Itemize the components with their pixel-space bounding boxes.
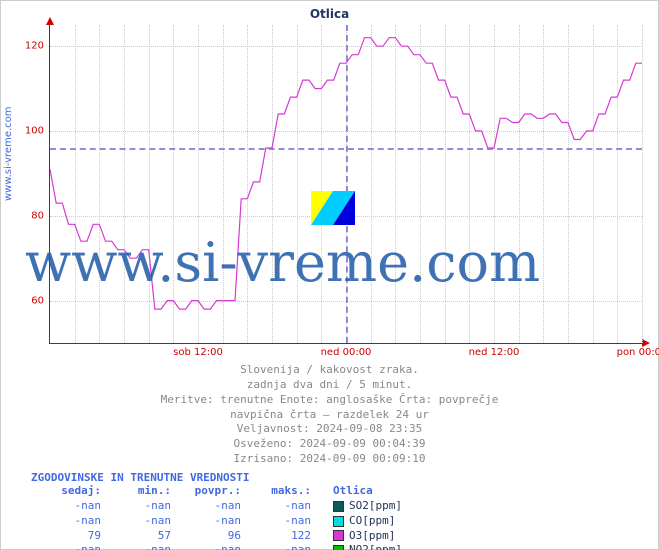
stats-table-title: ZGODOVINSKE IN TRENUTNE VREDNOSTI [31,471,402,484]
y-tick-label: 100 [25,126,44,137]
x-axis-arrow-icon [642,339,650,347]
legend-label: O3[ppm] [349,529,395,544]
caption-line: Osveženo: 2024-09-09 00:04:39 [1,437,658,452]
stats-cell: -nan [171,543,241,550]
stats-header-row: sedaj:min.:povpr.:maks.: Otlica [31,484,402,499]
legend-swatch-icon [333,501,344,512]
legend-label: NO2[ppm] [349,543,402,550]
y-tick-label: 80 [31,210,44,221]
legend-entry: SO2[ppm] [333,499,402,514]
stats-cell: -nan [31,514,101,529]
x-tick-label: ned 00:00 [321,347,372,358]
stats-header-cell: povpr.: [171,484,241,499]
stats-row: 795796122 O3[ppm] [31,529,402,544]
o3-series-line [50,25,642,343]
stats-cell: -nan [101,514,171,529]
stats-header-cell: sedaj: [31,484,101,499]
stats-cell: 96 [171,529,241,544]
stats-cell: -nan [171,499,241,514]
x-tick-label: pon 00:00 [617,347,659,358]
legend-swatch-icon [333,530,344,541]
stats-header-cell: maks.: [241,484,311,499]
stats-cell: 79 [31,529,101,544]
legend-swatch-icon [333,516,344,527]
stats-cell: -nan [31,543,101,550]
caption-line: Meritve: trenutne Enote: anglosaške Črta… [1,393,658,408]
chart-container: Otlica www.si-vreme.com 6080100120sob 12… [0,0,659,550]
stats-cell: -nan [241,514,311,529]
y-tick-label: 60 [31,295,44,306]
stats-cell: -nan [101,499,171,514]
stats-cell: 57 [101,529,171,544]
caption-line: navpična črta – razdelek 24 ur [1,408,658,423]
caption-line: Izrisano: 2024-09-09 00:09:10 [1,452,658,467]
stats-cell: -nan [31,499,101,514]
x-tick-label: sob 12:00 [173,347,223,358]
stats-cell: -nan [241,543,311,550]
x-tick-label: ned 12:00 [469,347,520,358]
legend-entry: CO[ppm] [333,514,395,529]
chart-caption: Slovenija / kakovost zraka.zadnja dva dn… [1,363,658,467]
stats-cell: -nan [171,514,241,529]
legend-swatch-icon [333,545,344,550]
caption-line: Slovenija / kakovost zraka. [1,363,658,378]
legend-entry: O3[ppm] [333,529,395,544]
legend-label: SO2[ppm] [349,499,402,514]
gridline-v [642,25,643,343]
stats-row: -nan-nan-nan-nanCO[ppm] [31,514,402,529]
chart-title: Otlica [1,7,658,21]
caption-line: zadnja dva dni / 5 minut. [1,378,658,393]
stats-cell: -nan [101,543,171,550]
stats-cell: 122 [241,529,311,544]
legend-entry: NO2[ppm] [333,543,402,550]
stats-cell: -nan [241,499,311,514]
stats-row: -nan-nan-nan-nanSO2[ppm] [31,499,402,514]
legend-label: CO[ppm] [349,514,395,529]
y-axis-label: www.si-vreme.com [3,106,14,201]
y-tick-label: 120 [25,41,44,52]
site-logo-icon [311,191,355,225]
y-axis-arrow-icon [46,17,54,25]
stats-row: -nan-nan-nan-nanNO2[ppm] [31,543,402,550]
plot-area: 6080100120sob 12:00ned 00:00ned 12:00pon… [49,25,642,344]
stats-header-cell: min.: [101,484,171,499]
stats-table: ZGODOVINSKE IN TRENUTNE VREDNOSTI sedaj:… [31,471,402,550]
caption-line: Veljavnost: 2024-09-08 23:35 [1,422,658,437]
station-header: Otlica [333,484,373,499]
